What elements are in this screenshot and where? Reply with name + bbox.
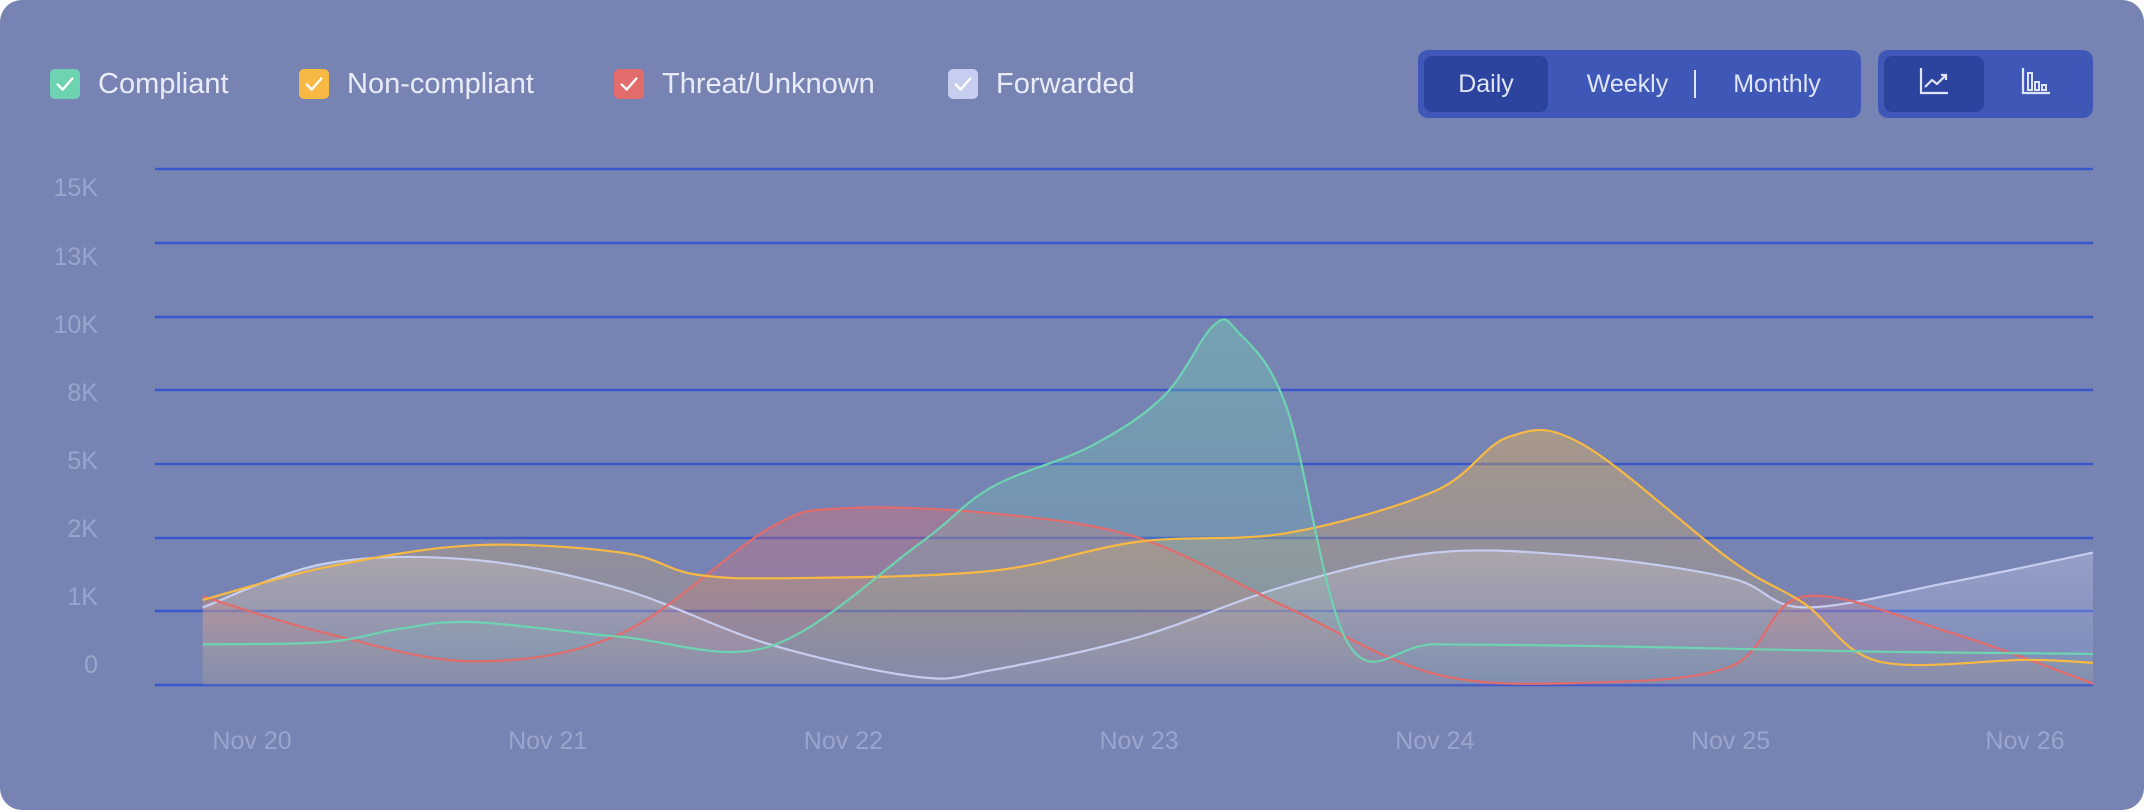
x-tick-label: Nov 23 xyxy=(1099,727,1178,755)
legend-label: Threat/Unknown xyxy=(662,67,875,100)
x-tick-label: Nov 25 xyxy=(1691,727,1770,755)
legend-item-non-compliant[interactable]: Non-compliant xyxy=(299,64,534,104)
line-chart-icon xyxy=(1916,63,1952,106)
series-line-compliant[interactable] xyxy=(202,318,2094,663)
series-area-compliant xyxy=(202,319,2094,685)
daily-button[interactable]: Daily xyxy=(1424,56,1548,112)
y-tick-label: 13K xyxy=(54,243,99,271)
series-line-threat-unknown[interactable] xyxy=(202,506,2094,685)
x-tick-label: Nov 21 xyxy=(508,727,587,755)
legend-item-threat-unknown[interactable]: Threat/Unknown xyxy=(614,64,875,104)
chart-type-toggle xyxy=(1878,50,2093,118)
legend-item-forwarded[interactable]: Forwarded xyxy=(948,64,1135,104)
x-tick-label: Nov 24 xyxy=(1395,727,1474,755)
y-tick-label: 8K xyxy=(67,379,98,407)
bar-chart-icon xyxy=(2018,63,2054,106)
y-tick-label: 2K xyxy=(67,515,98,543)
y-tick-label: 1K xyxy=(67,583,98,611)
checkbox-icon[interactable] xyxy=(299,69,329,99)
monthly-button[interactable]: Monthly xyxy=(1733,69,1821,98)
weekly-button[interactable]: Weekly xyxy=(1586,69,1669,98)
toggle-divider xyxy=(1694,70,1696,98)
series-line-non-compliant[interactable] xyxy=(202,428,2094,667)
series-line-forwarded[interactable] xyxy=(202,549,2094,680)
checkbox-icon[interactable] xyxy=(50,69,80,99)
legend-label: Non-compliant xyxy=(347,67,534,100)
series-areas xyxy=(202,319,2094,685)
y-tick-label: 15K xyxy=(54,174,99,202)
y-tick-label: 0 xyxy=(84,651,98,679)
checkbox-icon[interactable] xyxy=(614,69,644,99)
x-axis-labels: Nov 20 Nov 21 Nov 22 Nov 23 Nov 24 Nov 25 Nov … xyxy=(212,727,2064,755)
legend-item-compliant[interactable]: Compliant xyxy=(50,64,229,104)
x-tick-label: Nov 20 xyxy=(212,727,291,755)
y-tick-label: 10K xyxy=(54,311,99,339)
legend-label: Compliant xyxy=(98,67,229,100)
checkbox-icon[interactable] xyxy=(948,69,978,99)
y-axis-labels: 15K 13K 10K 8K 5K 2K 1K 0 xyxy=(54,174,99,679)
line-chart-button[interactable] xyxy=(1884,56,1984,112)
bar-chart-button[interactable] xyxy=(1986,56,2086,112)
y-tick-label: 5K xyxy=(67,447,98,475)
period-toggle: Daily Weekly Monthly xyxy=(1418,50,1861,118)
legend-label: Forwarded xyxy=(996,67,1135,100)
series-lines xyxy=(202,318,2094,685)
x-tick-label: Nov 22 xyxy=(804,727,883,755)
x-tick-label: Nov 26 xyxy=(1985,727,2064,755)
